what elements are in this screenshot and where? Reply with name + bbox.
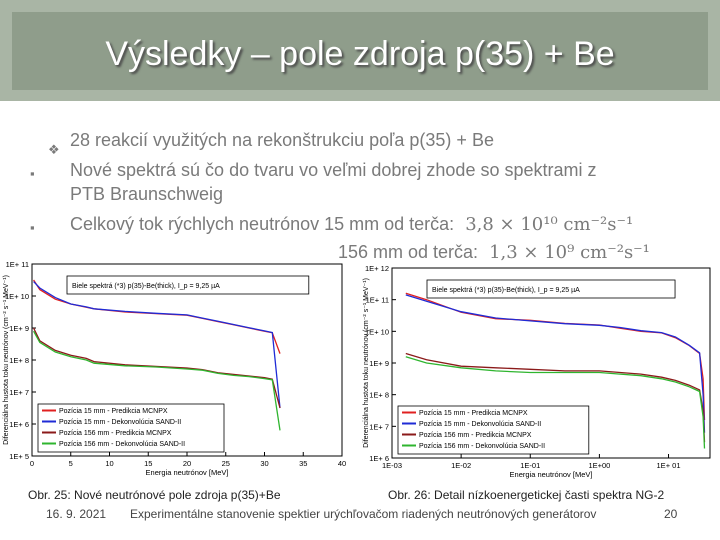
y-tick-label: 1E+ 10 xyxy=(365,327,389,336)
footer-date: 16. 9. 2021 xyxy=(46,507,107,521)
series-line-3 xyxy=(405,352,706,443)
bullet-line-4: Celkový tok rýchlych neutrónov 15 mm od … xyxy=(70,214,633,235)
annotation-box xyxy=(66,275,310,295)
x-tick-label: 20 xyxy=(183,459,191,468)
y-tick-label: 1E+ 12 xyxy=(365,264,389,273)
legend-label: Pozícia 15 mm - Dekonvolúcia SAND-II xyxy=(59,419,181,426)
x-tick-label: 30 xyxy=(260,459,268,468)
x-tick-label: 1E-01 xyxy=(520,461,540,470)
square-bullet-icon: ▪ xyxy=(30,220,35,235)
x-tick-label: 25 xyxy=(222,459,230,468)
x-tick-label: 5 xyxy=(69,459,73,468)
annotation-text: Biele spektrá (*3) p(35)-Be(thick), I_p … xyxy=(432,287,580,294)
flux-15mm-value: 3,8 × 10¹⁰ cm⁻²s⁻¹ xyxy=(465,214,634,235)
spectrum-chart-right: 1E+ 6 1E+ 7 1E+ 8 1E+ 9 1E+ 10 1E+ 11 1E+ 12 1E… xyxy=(356,262,718,480)
series-line-2 xyxy=(33,281,281,409)
x-tick-label: 0 xyxy=(30,459,34,468)
title-bar xyxy=(0,0,720,101)
x-tick-label: 1E+00 xyxy=(588,461,610,470)
y-tick-label: 1E+ 6 xyxy=(9,420,29,429)
flux-156mm-value: 1,3 × 10⁹ cm⁻²s⁻¹ xyxy=(489,242,650,263)
x-tick-label: 1E+ 01 xyxy=(657,461,681,470)
y-tick-label: 1E+ 6 xyxy=(369,454,389,463)
x-axis-label: Energia neutrónov [MeV] xyxy=(510,470,593,479)
title-bar-inner xyxy=(12,12,708,90)
legend-label: Pozícia 15 mm - Predikcia MCNPX xyxy=(419,410,528,417)
legend-label: Pozícia 156 mm - Predikcia MCNPX xyxy=(59,430,172,437)
caption-left: Obr. 25: Nové neutrónové pole zdroja p(3… xyxy=(28,488,281,502)
legend-label: Pozícia 15 mm - Predikcia MCNPX xyxy=(59,408,168,415)
y-axis-label: Diferenciálna hustota toku neutrónov (cm… xyxy=(363,278,370,448)
spectrum-chart-left: 1E+ 5 1E+ 6 1E+ 7 1E+ 8 1E+ 9 1E+ 10 1E+ 11 0 5 1… xyxy=(2,258,352,478)
bullet-line-2: Nové spektrá sú čo do tvaru vo veľmi dob… xyxy=(70,160,597,180)
bullet-line-3: PTB Braunschweig xyxy=(70,184,224,204)
annotation-text: Biele spektrá (*3) p(35)-Be(thick), I_p … xyxy=(72,283,220,290)
flux-156mm-label: 156 mm od terča: xyxy=(338,242,479,262)
annotation-box xyxy=(426,279,676,299)
footer-page-number: 20 xyxy=(664,507,678,521)
x-tick-label: 40 xyxy=(338,459,346,468)
y-tick-label: 1E+ 11 xyxy=(6,260,29,269)
x-tick-label: 1E-03 xyxy=(382,461,402,470)
x-axis-label: Energia neutrónov [MeV] xyxy=(146,468,229,477)
x-tick-label: 1E-02 xyxy=(451,461,471,470)
bullet-line-1: 28 reakcií využitých na rekonštrukciu po… xyxy=(70,130,494,150)
slide-title: Výsledky – pole zdroja p(35) + Be xyxy=(105,35,615,73)
y-tick-label: 1E+ 7 xyxy=(9,388,29,397)
square-bullet-icon: ▪ xyxy=(30,166,35,181)
y-tick-label: 1E+ 10 xyxy=(5,292,29,301)
series-line-4 xyxy=(33,330,281,431)
series-line-3 xyxy=(33,327,281,409)
series-line-2 xyxy=(405,294,706,433)
legend-label: Pozícia 15 mm - Dekonvolúcia SAND-II xyxy=(419,421,541,428)
x-tick-label: 10 xyxy=(105,459,113,468)
x-tick-label: 35 xyxy=(299,459,307,468)
y-tick-label: 1E+ 8 xyxy=(9,356,29,365)
legend-label: Pozícia 156 mm - Predikcia MCNPX xyxy=(419,432,532,439)
bullet-icon: ❖ xyxy=(48,142,60,157)
legend-box xyxy=(37,403,225,453)
flux-15mm-label: Celkový tok rýchlych neutrónov 15 mm od … xyxy=(70,214,455,234)
legend-label: Pozícia 156 mm - Dekonvolúcia SAND-II xyxy=(419,443,545,450)
y-tick-label: 1E+ 9 xyxy=(9,324,29,333)
y-axis-label: Diferenciálna hustota toku neutrónov (cm… xyxy=(3,275,10,445)
y-tick-label: 1E+ 5 xyxy=(9,452,29,461)
footer-text: Experimentálne stanovenie spektier urých… xyxy=(130,507,597,521)
y-tick-label: 1E+ 9 xyxy=(369,359,389,368)
legend-label: Pozícia 156 mm - Dekonvolúcia SAND-II xyxy=(59,441,185,448)
series-line-4 xyxy=(405,356,706,449)
y-tick-label: 1E+ 8 xyxy=(369,391,389,400)
x-tick-label: 15 xyxy=(144,459,152,468)
bullet-line-5: 156 mm od terča: 1,3 × 10⁹ cm⁻²s⁻¹ xyxy=(338,242,650,263)
y-tick-label: 1E+ 11 xyxy=(366,296,389,305)
y-tick-label: 1E+ 7 xyxy=(369,422,389,431)
caption-right: Obr. 26: Detail nízkoenergetickej časti … xyxy=(388,488,665,502)
legend-box xyxy=(397,405,590,455)
